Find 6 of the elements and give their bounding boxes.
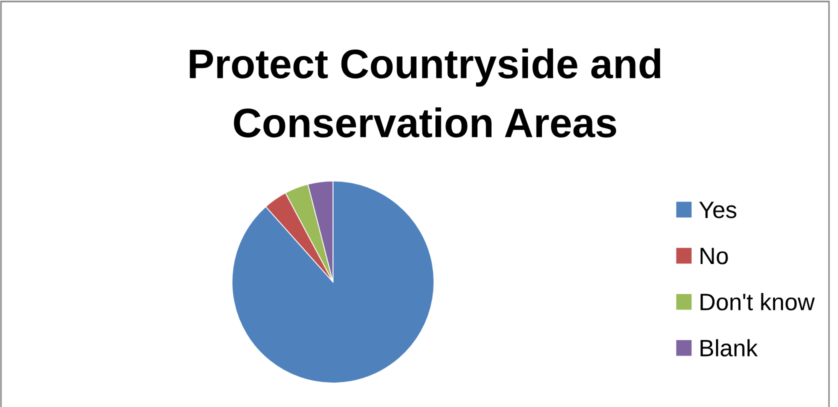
- legend-label: Don't know: [700, 293, 815, 310]
- legend-label: Yes: [699, 202, 736, 218]
- legend-label: No: [700, 248, 728, 264]
- pie-slice: [232, 180, 434, 384]
- chart-title: Protect Countryside and Conservation Areas: [190, 48, 660, 138]
- legend-label: Blank: [700, 339, 758, 356]
